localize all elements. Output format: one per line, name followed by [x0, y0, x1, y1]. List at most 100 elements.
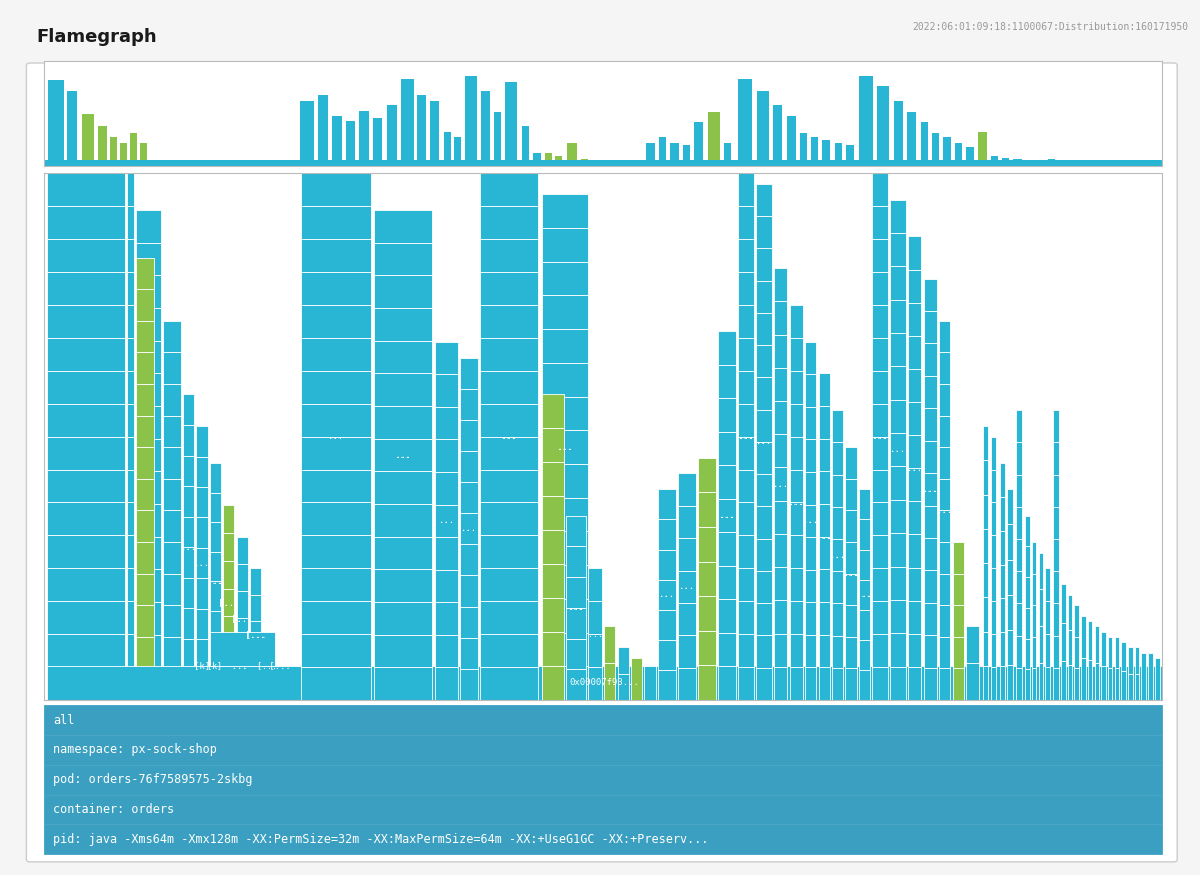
- Bar: [522, 126, 529, 166]
- Bar: [756, 474, 772, 507]
- Text: ...: ...: [659, 590, 674, 599]
- Bar: [182, 639, 194, 669]
- Bar: [924, 668, 937, 700]
- Bar: [1032, 542, 1037, 574]
- Bar: [301, 536, 371, 569]
- Bar: [1115, 637, 1120, 668]
- Bar: [1000, 463, 1006, 497]
- Bar: [210, 493, 221, 522]
- Bar: [127, 569, 133, 601]
- Bar: [908, 634, 922, 667]
- Bar: [127, 437, 133, 470]
- Text: ...: ...: [502, 432, 517, 441]
- Bar: [223, 589, 234, 617]
- Bar: [163, 353, 181, 384]
- Bar: [790, 667, 803, 700]
- Bar: [835, 144, 841, 166]
- Bar: [756, 345, 772, 377]
- Bar: [718, 566, 736, 599]
- Text: [...: [...: [232, 614, 252, 623]
- Text: [k]  ...  [...: [k] ... [...: [208, 662, 277, 670]
- Text: ...: ...: [738, 432, 754, 441]
- Text: ...: ...: [816, 532, 833, 542]
- Bar: [163, 637, 181, 668]
- Bar: [480, 371, 539, 403]
- Text: ...: ...: [719, 511, 736, 520]
- Text: ...: ...: [438, 516, 455, 525]
- Bar: [718, 365, 736, 398]
- Bar: [872, 536, 888, 569]
- Bar: [197, 578, 208, 609]
- Bar: [890, 433, 906, 466]
- Bar: [47, 206, 125, 239]
- Bar: [1054, 668, 1058, 700]
- Text: ...: ...: [462, 524, 476, 533]
- Bar: [120, 156, 127, 166]
- Bar: [593, 161, 602, 166]
- Bar: [541, 429, 564, 462]
- Bar: [618, 674, 629, 700]
- Bar: [991, 502, 996, 536]
- Bar: [683, 145, 690, 166]
- Bar: [1032, 606, 1037, 637]
- Bar: [832, 474, 844, 507]
- Bar: [1054, 604, 1058, 635]
- Bar: [1002, 158, 1009, 166]
- Bar: [872, 470, 888, 502]
- Bar: [236, 536, 247, 564]
- Bar: [436, 374, 457, 407]
- Text: ...: ...: [937, 506, 953, 514]
- Bar: [1054, 635, 1058, 668]
- Bar: [1074, 606, 1079, 637]
- Bar: [908, 667, 922, 700]
- Bar: [47, 470, 125, 502]
- Bar: [301, 239, 371, 272]
- Bar: [1025, 578, 1030, 608]
- Bar: [301, 371, 371, 403]
- Bar: [790, 338, 803, 371]
- Bar: [983, 460, 989, 494]
- Bar: [494, 112, 500, 166]
- Bar: [1025, 608, 1030, 639]
- Bar: [604, 626, 616, 663]
- Bar: [416, 94, 426, 166]
- Bar: [480, 173, 539, 206]
- Bar: [658, 520, 676, 550]
- Bar: [120, 144, 127, 166]
- Bar: [541, 666, 588, 700]
- Bar: [210, 670, 221, 700]
- Text: Flamegraph: Flamegraph: [36, 28, 157, 46]
- Bar: [790, 601, 803, 634]
- Bar: [859, 610, 870, 640]
- Bar: [738, 634, 754, 667]
- Bar: [136, 289, 154, 321]
- Bar: [1025, 546, 1030, 578]
- Bar: [460, 451, 478, 482]
- Bar: [182, 608, 194, 639]
- Bar: [436, 439, 457, 472]
- Bar: [136, 479, 154, 510]
- Bar: [1000, 564, 1006, 598]
- Bar: [541, 296, 588, 329]
- Bar: [832, 571, 844, 604]
- Bar: [774, 634, 787, 667]
- Bar: [541, 598, 588, 633]
- Bar: [444, 131, 451, 166]
- Bar: [480, 667, 539, 700]
- Bar: [163, 479, 181, 510]
- Bar: [846, 145, 854, 166]
- Bar: [698, 631, 716, 665]
- Bar: [1094, 161, 1100, 166]
- Bar: [130, 133, 137, 166]
- Bar: [47, 634, 125, 667]
- Bar: [1016, 539, 1022, 571]
- Bar: [136, 374, 161, 406]
- Bar: [98, 126, 107, 166]
- Bar: [1068, 595, 1073, 630]
- Bar: [658, 640, 676, 670]
- Bar: [197, 426, 208, 457]
- Bar: [718, 599, 736, 633]
- Bar: [953, 542, 964, 574]
- Bar: [1074, 637, 1079, 668]
- Bar: [480, 569, 539, 601]
